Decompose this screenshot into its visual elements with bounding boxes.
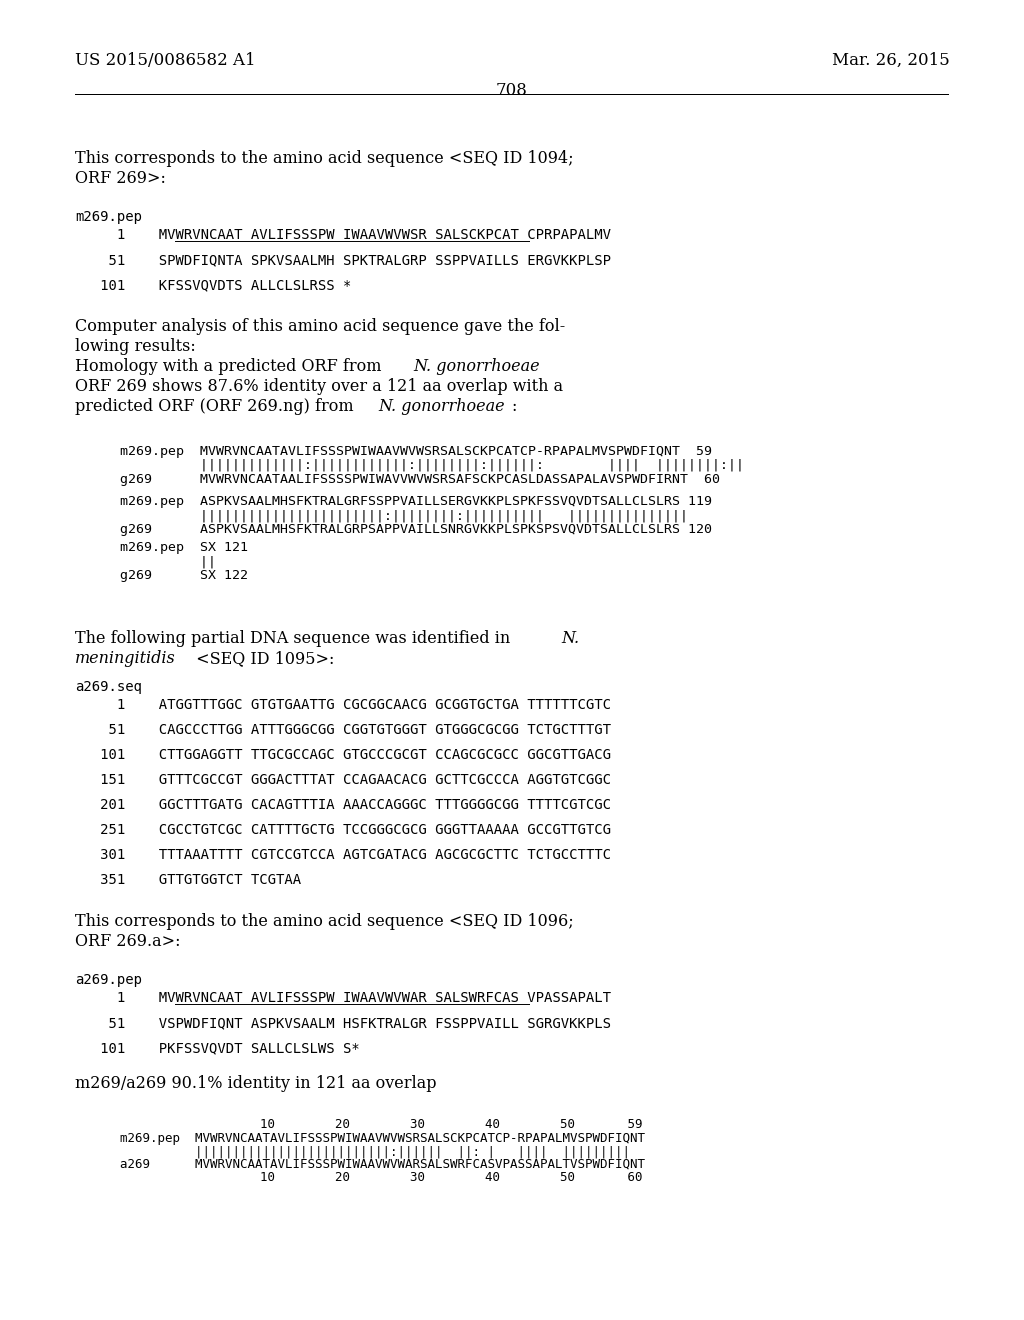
Text: 351    GTTGTGGTCT TCGTAA: 351 GTTGTGGTCT TCGTAA (75, 873, 301, 887)
Text: 51    CAGCCCTTGG ATTTGGGCGG CGGTGTGGGT GTGGGCGCGG TCTGCTTTGT: 51 CAGCCCTTGG ATTTGGGCGG CGGTGTGGGT GTGG… (75, 723, 611, 737)
Text: ||: || (120, 554, 216, 568)
Text: predicted ORF (ORF 269.ng) from: predicted ORF (ORF 269.ng) from (75, 399, 358, 414)
Text: 101    KFSSVQVDTS ALLCLSLRSS *: 101 KFSSVQVDTS ALLCLSLRSS * (75, 279, 351, 292)
Text: |||||||||||||||||||||||:||||||||:||||||||||   |||||||||||||||: |||||||||||||||||||||||:||||||||:|||||||… (120, 510, 688, 521)
Text: 1    ATGGTTTGGC GTGTGAATTG CGCGGCAACG GCGGTGCTGA TTTTTTCGTC: 1 ATGGTTTGGC GTGTGAATTG CGCGGCAACG GCGGT… (75, 698, 611, 711)
Text: m269.pep  SX 121: m269.pep SX 121 (120, 541, 248, 554)
Text: ORF 269>:: ORF 269>: (75, 170, 166, 187)
Text: lowing results:: lowing results: (75, 338, 196, 355)
Text: 151    GTTTCGCCGT GGGACTTTAT CCAGAACACG GCTTCGCCCA AGGTGTCGGC: 151 GTTTCGCCGT GGGACTTTAT CCAGAACACG GCT… (75, 774, 611, 787)
Text: This corresponds to the amino acid sequence <SEQ ID 1094;: This corresponds to the amino acid seque… (75, 150, 573, 168)
Text: m269/a269 90.1% identity in 121 aa overlap: m269/a269 90.1% identity in 121 aa overl… (75, 1074, 436, 1092)
Text: m269.pep  ASPKVSAALMHSFKTRALGRFSSPPVAILLSERGVKKPLSPKFSSVQVDTSALLCLSLRS 119: m269.pep ASPKVSAALMHSFKTRALGRFSSPPVAILLS… (120, 495, 712, 508)
Text: m269.pep: m269.pep (75, 210, 142, 224)
Text: 1    MVWRVNCAAT AVLIFSSSPW IWAAVWVWSR SALSCKPCAT CPRPAPALMV: 1 MVWRVNCAAT AVLIFSSSPW IWAAVWVWSR SALSC… (75, 228, 611, 242)
Text: 201    GGCTTTGATG CACAGTTTIA AAACCAGGGC TTTGGGGCGG TTTTCGTCGC: 201 GGCTTTGATG CACAGTTTIA AAACCAGGGC TTT… (75, 799, 611, 812)
Text: :: : (511, 399, 516, 414)
Text: 51    SPWDFIQNTA SPKVSAALMH SPKTRALGRP SSPPVAILLS ERGVKKPLSP: 51 SPWDFIQNTA SPKVSAALMH SPKTRALGRP SSPP… (75, 253, 611, 267)
Text: m269.pep  MVWRVNCAATAVLIFSSSPWIWAAVWVWSRSALSCKPCATCP-RPAPALMVSPWDFIQNT: m269.pep MVWRVNCAATAVLIFSSSPWIWAAVWVWSRS… (120, 1133, 645, 1144)
Text: a269.seq: a269.seq (75, 680, 142, 694)
Text: m269.pep  MVWRVNCAATAVLIFSSSPWIWAAVWVWSRSALSCKPCATCP-RPAPALMVSPWDFIQNT  59: m269.pep MVWRVNCAATAVLIFSSSPWIWAAVWVWSRS… (120, 445, 712, 458)
Text: meningitidis: meningitidis (75, 649, 176, 667)
Text: |||||||||||||:||||||||||||:||||||||:||||||:        ||||  ||||||||:||: |||||||||||||:||||||||||||:||||||||:||||… (120, 459, 744, 473)
Text: 251    CGCCTGTCGC CATTTTGCTG TCCGGGCGCG GGGTTAAAAA GCCGTTGTCG: 251 CGCCTGTCGC CATTTTGCTG TCCGGGCGCG GGG… (75, 822, 611, 837)
Text: 10        20        30        40        50       60: 10 20 30 40 50 60 (200, 1171, 642, 1184)
Text: 51    VSPWDFIQNT ASPKVSAALM HSFKTRALGR FSSPPVAILL SGRGVKKPLS: 51 VSPWDFIQNT ASPKVSAALM HSFKTRALGR FSSP… (75, 1016, 611, 1030)
Text: ||||||||||||||||||||||||||:||||||  ||: |   ||||  |||||||||: ||||||||||||||||||||||||||:|||||| ||: | … (120, 1144, 630, 1158)
Text: 10        20        30        40        50       59: 10 20 30 40 50 59 (200, 1118, 642, 1131)
Text: <SEQ ID 1095>:: <SEQ ID 1095>: (191, 649, 335, 667)
Text: 1    MVWRVNCAAT AVLIFSSSPW IWAAVWVWAR SALSWRFCAS VPASSAPALT: 1 MVWRVNCAAT AVLIFSSSPW IWAAVWVWAR SALSW… (75, 991, 611, 1005)
Text: 301    TTTAAATTTT CGTCCGTCCA AGTCGATACG AGCGCGCTTC TCTGCCTTTC: 301 TTTAAATTTT CGTCCGTCCA AGTCGATACG AGC… (75, 847, 611, 862)
Text: ORF 269.a>:: ORF 269.a>: (75, 933, 180, 950)
Text: The following partial DNA sequence was identified in: The following partial DNA sequence was i… (75, 630, 515, 647)
Text: 101    CTTGGAGGTT TTGCGCCAGC GTGCCCGCGT CCAGCGCGCC GGCGTTGACG: 101 CTTGGAGGTT TTGCGCCAGC GTGCCCGCGT CCA… (75, 748, 611, 762)
Text: Homology with a predicted ORF from: Homology with a predicted ORF from (75, 358, 387, 375)
Text: a269      MVWRVNCAATAVLIFSSSPWIWAAVWVWARSALSWRFCASVPASSAPALTVSPWDFIQNT: a269 MVWRVNCAATAVLIFSSSPWIWAAVWVWARSALSW… (120, 1158, 645, 1171)
Text: 101    PKFSSVQVDT SALLCLSLWS S*: 101 PKFSSVQVDT SALLCLSLWS S* (75, 1041, 359, 1055)
Text: 708: 708 (496, 82, 528, 99)
Text: Computer analysis of this amino acid sequence gave the fol-: Computer analysis of this amino acid seq… (75, 318, 565, 335)
Text: Mar. 26, 2015: Mar. 26, 2015 (833, 51, 950, 69)
Text: ORF 269 shows 87.6% identity over a 121 aa overlap with a: ORF 269 shows 87.6% identity over a 121 … (75, 378, 563, 395)
Text: N. gonorrhoeae: N. gonorrhoeae (413, 358, 540, 375)
Text: g269      ASPKVSAALMHSFKTRALGRPSAPPVAILLSNRGVKKPLSPKSPSVQVDTSALLCLSLRS 120: g269 ASPKVSAALMHSFKTRALGRPSAPPVAILLSNRGV… (120, 523, 712, 536)
Text: N. gonorrhoeae: N. gonorrhoeae (378, 399, 505, 414)
Text: g269      SX 122: g269 SX 122 (120, 569, 248, 582)
Text: g269      MVWRVNCAATAALIFSSSSPWIWAVVWVWSRSAFSCKPCASLDASSAPALAVSPWDFIRNT  60: g269 MVWRVNCAATAALIFSSSSPWIWAVVWVWSRSAFS… (120, 473, 720, 486)
Text: This corresponds to the amino acid sequence <SEQ ID 1096;: This corresponds to the amino acid seque… (75, 913, 573, 931)
Text: N.: N. (561, 630, 580, 647)
Text: US 2015/0086582 A1: US 2015/0086582 A1 (75, 51, 256, 69)
Text: a269.pep: a269.pep (75, 973, 142, 987)
